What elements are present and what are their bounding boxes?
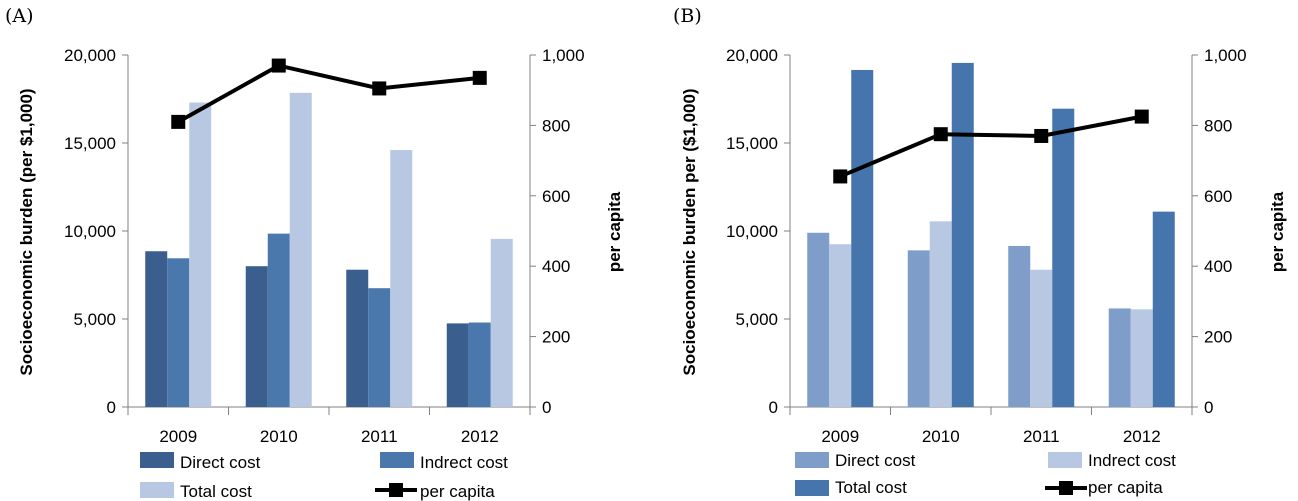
panel-a-y-tick-label: 10,000: [64, 222, 116, 241]
panel-b-legend-swatch: [1048, 452, 1082, 468]
panel-b-legend-label: per capita: [1088, 478, 1163, 497]
panel-a-bar-direct-cost: [145, 251, 168, 407]
panel-b-bar-indrect-cost: [1130, 309, 1153, 407]
panel-b-y2-tick-label: 800: [1204, 116, 1232, 135]
panel-a-x-tick-label: 2009: [159, 427, 197, 446]
panel-b-legend-label: Direct cost: [835, 451, 916, 470]
panel-b-x-tick-label: 2009: [821, 427, 859, 446]
panel-a-legend-label: per capita: [420, 482, 495, 501]
panel-b-legend-swatch: [795, 480, 829, 496]
panel-b-bar-indrect-cost: [929, 221, 952, 407]
panel-a-bar-total-cost: [390, 150, 413, 408]
panel-b-bar-total-cost: [1152, 211, 1175, 407]
panel-b-y2-tick-label: 400: [1204, 257, 1232, 276]
panel-a-legend-swatch: [140, 482, 174, 498]
panel-a-y2-tick-label: 200: [542, 328, 570, 347]
panel-a-y2-tick-label: 1,000: [542, 46, 585, 65]
panel-a-y2-tick-label: 600: [542, 187, 570, 206]
panel-b-plot: 0 5,000 10,000 15,000 20,000 0 200 400 600 800 1,0…: [726, 46, 1247, 497]
panel-a-x-tick-label: 2010: [260, 427, 298, 446]
panel-a-bar-indrect-cost: [267, 233, 290, 407]
panel-b-y2-tick-label: 0: [1204, 398, 1213, 417]
panel-a-legend-swatch: [380, 452, 414, 468]
panel-a-ylabel-left: Socioeconomic burden (per $1,000): [17, 88, 36, 375]
panel-b-y-tick-label: 15,000: [726, 134, 778, 153]
panel-a-per-capita-marker: [171, 114, 186, 129]
panel-b-bar-total-cost: [1052, 108, 1075, 408]
panel-a-x-tick-label: 2011: [361, 427, 398, 446]
panel-b-ylabel-right: per capita: [1268, 191, 1287, 272]
panel-b-per-capita-marker: [1134, 109, 1149, 124]
panel-a-legend-marker: [389, 483, 403, 497]
panel-b-legend-marker: [1059, 481, 1073, 495]
panel-a-bar-total-cost: [189, 102, 212, 408]
panel-a-x-tick-label: 2012: [461, 427, 499, 446]
panel-a-ylabel-right: per capita: [605, 191, 624, 272]
panel-b-bar-direct-cost: [907, 250, 930, 407]
panel-a-bar-total-cost: [289, 92, 312, 407]
panel-a-bar-total-cost: [490, 238, 513, 407]
panel-a-per-capita-marker: [472, 70, 487, 85]
panel-a-bar-indrect-cost: [368, 288, 391, 407]
panel-a-per-capita-line: [177, 63, 480, 124]
panel-a-y-tick-label: 0: [107, 398, 116, 417]
panel-b-y2-tick-label: 200: [1204, 328, 1232, 347]
panel-b-y-tick-label: 10,000: [726, 222, 778, 241]
panel-b-per-capita-marker: [1034, 128, 1049, 143]
panel-b-ylabel-left: Socioeconomic burden per ($1,000): [680, 88, 699, 375]
panel-b-bar-direct-cost: [1008, 245, 1031, 407]
panel-b-bar-total-cost: [851, 69, 874, 408]
panel-b-bar-indrect-cost: [829, 244, 852, 407]
panel-b-per-capita-marker: [933, 127, 948, 142]
panel-a-per-capita-marker: [271, 58, 286, 73]
panel-a-y-tick-label: 15,000: [64, 134, 116, 153]
panel-a-y-tick-label: 5,000: [73, 310, 116, 329]
panel-a-y2-tick-label: 0: [542, 398, 551, 417]
panel-b-bar-direct-cost: [807, 232, 830, 407]
panel-b-legend-swatch: [795, 452, 829, 468]
panel-b-y-tick-label: 20,000: [726, 46, 778, 65]
panel-b-per-capita-marker: [833, 169, 848, 184]
panel-a-legend-label: Total cost: [180, 482, 252, 501]
panel-b-y2-tick-label: 600: [1204, 187, 1232, 206]
panel-a-y2-tick-label: 400: [542, 257, 570, 276]
panel-b-x-tick-label: 2011: [1023, 427, 1060, 446]
panel-a-legend-label: Direct cost: [180, 453, 261, 472]
panel-b-per-capita-line: [839, 114, 1143, 179]
panel-b-x-tick-label: 2012: [1123, 427, 1161, 446]
panel-a-label: (A): [5, 5, 34, 27]
panel-b-y-tick-label: 0: [769, 398, 778, 417]
panel-b-label: (B): [673, 5, 702, 27]
panel-b-y2-tick-label: 1,000: [1204, 46, 1247, 65]
panel-a-per-capita-marker: [372, 81, 387, 96]
panel-a-bar-indrect-cost: [468, 322, 491, 407]
panel-a-plot: 0 5,000 10,000 15,000 20,000 0 200 400 600 800 1,0…: [64, 46, 585, 501]
panel-b-bar-indrect-cost: [1030, 269, 1053, 407]
panel-b-x-tick-label: 2010: [922, 427, 960, 446]
panel-a-legend-label: Indrect cost: [420, 453, 508, 472]
panel-b-legend-label: Indrect cost: [1088, 451, 1176, 470]
panel-b-bar-direct-cost: [1108, 308, 1131, 407]
panel-a-bar-direct-cost: [346, 269, 369, 407]
panel-a-legend-swatch: [140, 452, 174, 468]
panel-a-y2-tick-label: 800: [542, 116, 570, 135]
panel-b-legend-label: Total cost: [835, 478, 907, 497]
panel-b-y-tick-label: 5,000: [735, 310, 778, 329]
panel-b-bar-total-cost: [951, 62, 974, 408]
panel-a-bar-direct-cost: [446, 323, 469, 407]
panel-a-bar-direct-cost: [245, 266, 268, 407]
panel-a-y-tick-label: 20,000: [64, 46, 116, 65]
panel-a-bar-indrect-cost: [167, 258, 190, 407]
